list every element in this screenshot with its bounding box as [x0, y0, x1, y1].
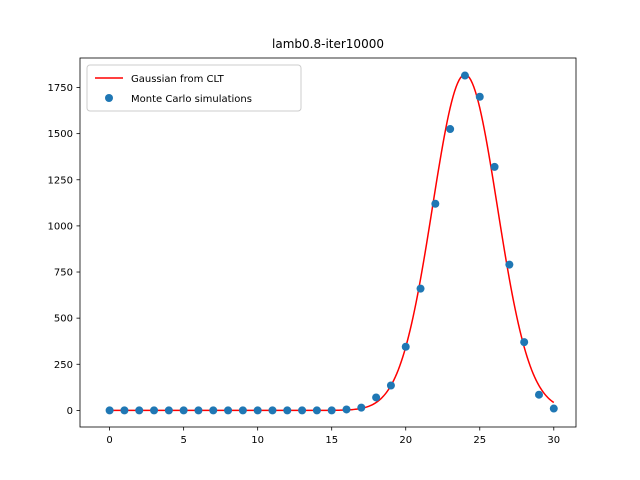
axes: 0 5 10 15 20 25 30 0 250 500 750 1000 1250 1500 1750	[48, 57, 577, 446]
monte-carlo-point	[135, 406, 144, 415]
monte-carlo-point	[327, 406, 336, 415]
monte-carlo-point	[224, 406, 233, 415]
monte-carlo-point	[283, 406, 292, 415]
x-tick-label: 15	[325, 435, 338, 446]
monte-carlo-point	[372, 393, 381, 402]
y-tick-label: 1000	[48, 221, 73, 232]
y-tick-label: 500	[54, 314, 73, 325]
y-tick-label: 1500	[48, 129, 73, 140]
legend-box	[86, 64, 302, 112]
x-tick-label: 5	[180, 435, 186, 446]
monte-carlo-point	[475, 92, 484, 101]
monte-carlo-point	[416, 284, 425, 293]
y-tick-label: 1750	[48, 83, 73, 94]
legend-label-gaussian: Gaussian from CLT	[131, 74, 225, 85]
monte-carlo-point	[357, 403, 366, 412]
monte-carlo-point	[179, 406, 188, 415]
axes-frame	[79, 57, 577, 428]
y-tick-label: 250	[54, 360, 73, 371]
legend: Gaussian from CLT Monte Carlo simulations	[86, 64, 302, 112]
monte-carlo-point	[298, 406, 307, 415]
legend-label-monte-carlo: Monte Carlo simulations	[131, 94, 252, 105]
monte-carlo-point	[253, 406, 262, 415]
y-tick-label: 1250	[48, 175, 73, 186]
monte-carlo-point	[150, 406, 159, 415]
monte-carlo-point	[312, 406, 321, 415]
x-tick-label: 10	[251, 435, 264, 446]
plot-area	[105, 71, 558, 415]
monte-carlo-point	[534, 390, 543, 399]
y-tick-label: 750	[54, 268, 73, 279]
monte-carlo-point	[268, 406, 277, 415]
monte-carlo-point	[386, 381, 395, 390]
monte-carlo-point	[120, 406, 129, 415]
x-tick-label: 20	[399, 435, 412, 446]
monte-carlo-point	[238, 406, 247, 415]
x-tick-label: 25	[473, 435, 486, 446]
monte-carlo-point	[490, 162, 499, 171]
monte-carlo-point	[209, 406, 218, 415]
monte-carlo-point	[342, 405, 351, 414]
y-tick-label: 0	[67, 406, 73, 417]
monte-carlo-point	[431, 199, 440, 208]
chart-title: lamb0.8-iter10000	[272, 37, 384, 51]
monte-carlo-point	[401, 342, 410, 351]
x-tick-label: 30	[547, 435, 560, 446]
monte-carlo-point	[105, 406, 114, 415]
monte-carlo-point	[446, 125, 455, 134]
monte-carlo-point	[164, 406, 173, 415]
x-tick-label: 0	[106, 435, 112, 446]
monte-carlo-point	[194, 406, 203, 415]
monte-carlo-point	[549, 404, 558, 413]
monte-carlo-point	[520, 338, 529, 347]
legend-marker-swatch	[105, 94, 113, 102]
monte-carlo-point	[505, 260, 514, 269]
monte-carlo-point	[460, 71, 469, 80]
